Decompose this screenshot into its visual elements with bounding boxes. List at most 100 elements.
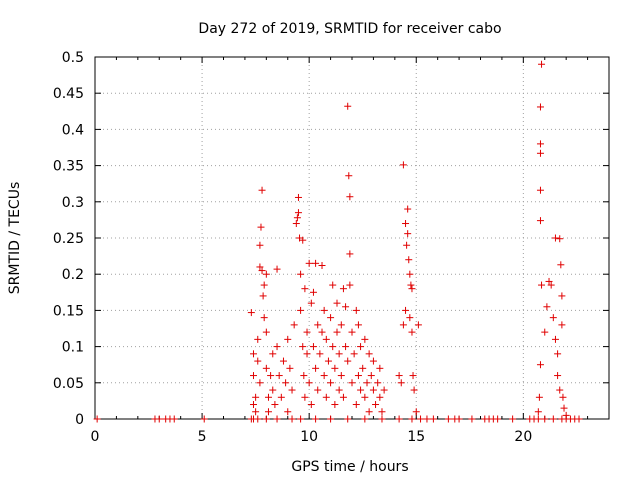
- data-point: [407, 281, 415, 289]
- data-point: [556, 386, 564, 394]
- data-point: [342, 303, 350, 311]
- data-point: [335, 386, 343, 394]
- data-point: [346, 193, 354, 201]
- data-point: [273, 415, 281, 423]
- data-point: [292, 220, 300, 228]
- data-point: [412, 408, 420, 416]
- data-point: [294, 209, 302, 217]
- data-point: [322, 393, 330, 401]
- data-point: [378, 415, 386, 423]
- data-point: [335, 350, 343, 358]
- data-point: [534, 415, 542, 423]
- data-point: [337, 321, 345, 329]
- data-point: [536, 103, 544, 111]
- data-point: [279, 357, 287, 365]
- data-point: [399, 321, 407, 329]
- data-point: [378, 408, 386, 416]
- data-point: [320, 306, 328, 314]
- data-point: [369, 357, 377, 365]
- axes: 0 0.05 0.1 0.15 0.2 0.25 0.3 0.35 0.4 0.45 0.5 0 5 10…: [53, 50, 610, 445]
- data-point: [337, 372, 345, 380]
- data-point: [559, 393, 567, 401]
- data-point: [260, 281, 268, 289]
- data-point: [554, 372, 562, 380]
- data-point: [357, 386, 365, 394]
- data-point: [309, 343, 317, 351]
- data-point: [312, 415, 320, 423]
- data-point: [301, 285, 309, 293]
- data-point: [374, 379, 382, 387]
- data-point: [554, 350, 562, 358]
- data-point: [307, 401, 315, 409]
- data-point: [303, 328, 311, 336]
- y-tick-label: 0.3: [62, 195, 84, 211]
- data-point: [262, 270, 270, 278]
- data-point: [557, 261, 565, 269]
- data-point: [258, 267, 266, 275]
- data-point: [494, 415, 502, 423]
- data-points: [93, 60, 583, 423]
- data-point: [406, 270, 414, 278]
- data-point: [536, 140, 544, 148]
- data-point: [345, 172, 353, 180]
- data-point: [395, 415, 403, 423]
- data-point: [395, 372, 403, 380]
- data-point: [329, 281, 337, 289]
- data-point: [297, 415, 305, 423]
- data-point: [288, 415, 296, 423]
- data-point: [556, 235, 564, 243]
- x-axis-label: GPS time / hours: [291, 459, 408, 475]
- data-point: [170, 415, 178, 423]
- data-point: [402, 220, 410, 228]
- data-point: [297, 270, 305, 278]
- x-tick-label: 10: [300, 429, 318, 445]
- data-point: [333, 328, 341, 336]
- plot-frame: [94, 56, 610, 420]
- data-point: [380, 386, 388, 394]
- data-point: [541, 415, 549, 423]
- data-point: [363, 379, 371, 387]
- data-point: [333, 299, 341, 307]
- data-point: [318, 328, 326, 336]
- data-point: [404, 205, 412, 213]
- data-point: [354, 372, 362, 380]
- data-point: [549, 314, 557, 322]
- data-point: [344, 357, 352, 365]
- data-point: [327, 314, 335, 322]
- data-point: [260, 314, 268, 322]
- y-tick-label: 0.4: [62, 122, 84, 138]
- data-point: [262, 364, 270, 372]
- data-point: [331, 364, 339, 372]
- data-point: [329, 343, 337, 351]
- data-point: [403, 241, 411, 249]
- data-point: [365, 350, 373, 358]
- data-point: [305, 259, 313, 267]
- y-tick-label: 0.05: [53, 376, 84, 392]
- data-point: [264, 393, 272, 401]
- data-point: [258, 186, 266, 194]
- data-point: [346, 250, 354, 258]
- data-point: [288, 386, 296, 394]
- data-point: [410, 386, 418, 394]
- data-point: [429, 415, 437, 423]
- data-point: [376, 393, 384, 401]
- x-tick-label: 5: [198, 429, 207, 445]
- data-point: [417, 415, 425, 423]
- data-point: [327, 379, 335, 387]
- data-point: [331, 401, 339, 409]
- grid: [95, 57, 609, 419]
- data-point: [541, 328, 549, 336]
- data-point: [284, 335, 292, 343]
- data-point: [538, 60, 546, 68]
- data-point: [536, 217, 544, 225]
- y-tick-label: 0.25: [53, 231, 84, 247]
- data-point: [359, 364, 367, 372]
- data-point: [271, 401, 279, 409]
- data-point: [327, 415, 335, 423]
- data-point: [93, 415, 101, 423]
- y-tick-label: 0.1: [62, 340, 84, 356]
- y-tick-label: 0.2: [62, 267, 84, 283]
- data-point: [536, 361, 544, 369]
- data-point: [200, 415, 208, 423]
- data-point: [314, 386, 322, 394]
